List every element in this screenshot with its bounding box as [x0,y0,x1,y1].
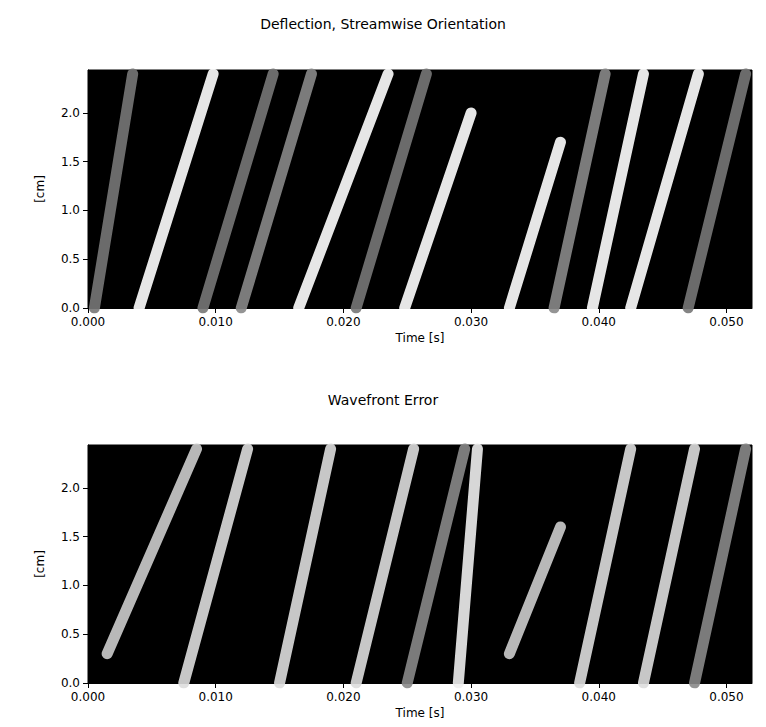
svg-text:0.050: 0.050 [709,690,743,704]
svg-text:0.030: 0.030 [454,315,488,329]
svg-text:Wavefront Error: Wavefront Error [328,392,439,408]
svg-text:Deflection, Streamwise Orienta: Deflection, Streamwise Orientation [260,16,506,32]
svg-text:0.030: 0.030 [454,690,488,704]
svg-text:0.050: 0.050 [709,315,743,329]
svg-text:2.0: 2.0 [61,106,80,120]
svg-text:2.0: 2.0 [61,481,80,495]
svg-text:0.5: 0.5 [61,627,80,641]
svg-text:1.5: 1.5 [61,530,80,544]
svg-text:Time [s]: Time [s] [395,706,445,720]
svg-text:0.000: 0.000 [71,315,105,329]
svg-text:[cm]: [cm] [33,175,47,203]
svg-text:0.0: 0.0 [61,301,80,315]
svg-text:0.010: 0.010 [199,315,233,329]
svg-text:1.5: 1.5 [61,155,80,169]
svg-text:0.5: 0.5 [61,252,80,266]
svg-text:0.000: 0.000 [71,690,105,704]
svg-text:1.0: 1.0 [61,578,80,592]
svg-text:[cm]: [cm] [33,550,47,578]
svg-text:0.020: 0.020 [326,315,360,329]
svg-text:0.020: 0.020 [326,690,360,704]
svg-text:1.0: 1.0 [61,203,80,217]
svg-text:0.0: 0.0 [61,676,80,690]
svg-text:Time [s]: Time [s] [395,331,445,345]
svg-text:0.040: 0.040 [582,690,616,704]
svg-text:0.010: 0.010 [199,690,233,704]
svg-text:0.040: 0.040 [582,315,616,329]
